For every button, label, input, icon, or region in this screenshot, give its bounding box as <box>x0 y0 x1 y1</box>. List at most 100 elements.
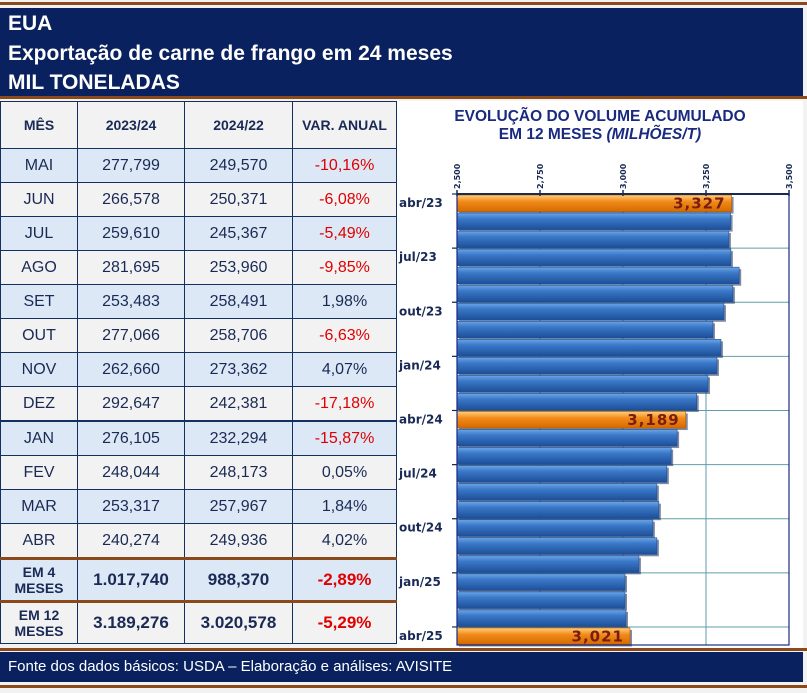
value-2024-22-cell: 257,967 <box>184 489 293 524</box>
col-header-var: VAR. ANUAL <box>292 101 397 149</box>
footer-bottom-rule <box>0 685 807 688</box>
value-2024-22-cell: 232,294 <box>184 420 293 456</box>
value-2024-22-cell: 253,960 <box>184 250 293 285</box>
table-row: JUN 266,578 250,371 -6,08% <box>0 182 397 217</box>
var-cell: -15,87% <box>292 420 397 456</box>
bar-jun-23 <box>456 230 730 248</box>
table-header-row: MÊS 2023/24 2024/22 VAR. ANUAL <box>0 101 397 149</box>
table-row: ABR 240,274 249,936 4,02% <box>0 523 397 559</box>
summary-var-cell: -2,89% <box>292 557 397 602</box>
summary-row: EM 4 MESES 1.017,740 988,370 -2,89% <box>0 557 397 602</box>
value-2023-24-cell: 253,317 <box>77 489 185 524</box>
month-cell: DEZ <box>0 386 78 422</box>
value-2024-22-cell: 249,936 <box>184 523 293 559</box>
col-header-month: MÊS <box>0 101 78 149</box>
bar-jun-24 <box>456 447 672 465</box>
var-cell: 4,07% <box>292 352 397 387</box>
value-2023-24-cell: 266,578 <box>77 182 185 217</box>
bar-dez-24 <box>456 555 640 573</box>
value-2023-24-cell: 281,695 <box>77 250 185 285</box>
chart-panel: EVOLUÇÃO DO VOLUME ACUMULADO EM 12 MESES… <box>397 101 803 649</box>
y-tick-label: jan/24 <box>398 358 441 372</box>
table-row: OUT 277,066 258,706 -6,63% <box>0 318 397 353</box>
bar-jul-24 <box>456 465 668 483</box>
y-tick-label: jul/24 <box>398 467 437 481</box>
data-label: 3,021 <box>572 628 624 646</box>
bar-ago-24 <box>456 483 658 501</box>
summary-period-cell: EM 4 MESES <box>0 557 78 602</box>
month-cell: AGO <box>0 250 78 285</box>
month-cell: MAR <box>0 489 78 524</box>
value-2023-24-cell: 253,483 <box>77 284 185 319</box>
x-tick-label: 2,500 <box>453 163 462 189</box>
chart-title-main: EM 12 MESES <box>498 126 607 143</box>
top-rule <box>0 2 807 5</box>
bar-nov-24 <box>456 537 658 555</box>
chart-title-line1: EVOLUÇÃO DO VOLUME ACUMULADO <box>454 108 746 125</box>
month-cell: SET <box>0 284 78 319</box>
y-tick-label: jan/25 <box>398 575 441 589</box>
bar-fev-24 <box>456 375 709 393</box>
summary-2024-22-cell: 3.020,578 <box>184 600 293 644</box>
bar-dez-23 <box>456 339 722 357</box>
header-country: EUA <box>8 12 53 35</box>
bar-nov-23 <box>456 320 714 339</box>
value-2024-22-cell: 250,371 <box>184 182 293 217</box>
chart-title-unit: (MILHÕES/T) <box>606 126 702 143</box>
table-row: JUL 259,610 245,367 -5,49% <box>0 216 397 251</box>
summary-2023-24-cell: 3.189,276 <box>77 600 185 644</box>
bar-fev-25 <box>456 591 626 609</box>
var-cell: -17,18% <box>292 386 397 422</box>
summary-period-line1: EM 4 <box>22 564 56 580</box>
header-unit: MIL TONELADAS <box>8 71 180 94</box>
bar-out-23 <box>456 302 725 321</box>
var-cell: -5,49% <box>292 216 397 251</box>
y-tick-label: out/23 <box>399 304 443 318</box>
table-row: MAI 277,799 249,570 -10,16% <box>0 148 397 183</box>
data-label: 3,189 <box>627 411 679 429</box>
header-banner: EUA Exportação de carne de frango em 24 … <box>0 8 803 96</box>
bar-jul-23 <box>456 248 732 266</box>
table-row: AGO 281,695 253,960 -9,85% <box>0 250 397 285</box>
value-2023-24-cell: 248,044 <box>77 455 185 490</box>
value-2024-22-cell: 258,706 <box>184 318 293 353</box>
x-tick-label: 3,250 <box>702 163 711 189</box>
var-cell: -10,16% <box>292 148 397 183</box>
bar-mai-24 <box>456 429 678 447</box>
bar-jan-24 <box>456 357 718 375</box>
bar-set-23 <box>456 284 734 303</box>
y-tick-label: abr/23 <box>399 196 443 210</box>
summary-2024-22-cell: 988,370 <box>184 557 293 602</box>
var-cell: -6,08% <box>292 182 397 217</box>
var-cell: 1,98% <box>292 284 397 319</box>
header-bottom-rule <box>0 96 807 99</box>
y-tick-label: out/24 <box>399 521 443 535</box>
x-tick-label: 3,000 <box>619 163 628 189</box>
table-row: FEV 248,044 248,173 0,05% <box>0 455 397 490</box>
table-row: JAN 276,105 232,294 -15,87% <box>0 420 397 456</box>
footer-source: Fonte dos dados básicos: USDA – Elaboraç… <box>8 658 453 675</box>
month-cell: JUL <box>0 216 78 251</box>
col-header-2024-22: 2024/22 <box>184 101 293 149</box>
month-cell: MAI <box>0 148 78 183</box>
bar-set-24 <box>456 501 660 519</box>
header-title: Exportação de carne de frango em 24 mese… <box>8 42 453 65</box>
var-cell: -9,85% <box>292 250 397 285</box>
value-2023-24-cell: 292,647 <box>77 386 185 422</box>
table-row: SET 253,483 258,491 1,98% <box>0 284 397 319</box>
col-header-2023-24: 2023/24 <box>77 101 185 149</box>
bar-jan-25 <box>456 573 626 591</box>
y-tick-label: jul/23 <box>398 250 437 264</box>
month-cell: OUT <box>0 318 78 353</box>
var-cell: 0,05% <box>292 455 397 490</box>
value-2023-24-cell: 277,066 <box>77 318 185 353</box>
table-row: MAR 253,317 257,967 1,84% <box>0 489 397 524</box>
bar-ago-23 <box>456 266 740 285</box>
bar-chart: 3,327 3,189 3,021 2,500 2,750 3,000 3,250 3,500… <box>398 163 794 647</box>
month-cell: NOV <box>0 352 78 387</box>
value-2023-24-cell: 276,105 <box>77 420 185 456</box>
month-cell: JAN <box>0 420 78 456</box>
data-label: 3,327 <box>673 195 725 213</box>
summary-row: EM 12 MESES 3.189,276 3.020,578 -5,29% <box>0 600 397 644</box>
y-tick-label: abr/25 <box>399 629 443 643</box>
